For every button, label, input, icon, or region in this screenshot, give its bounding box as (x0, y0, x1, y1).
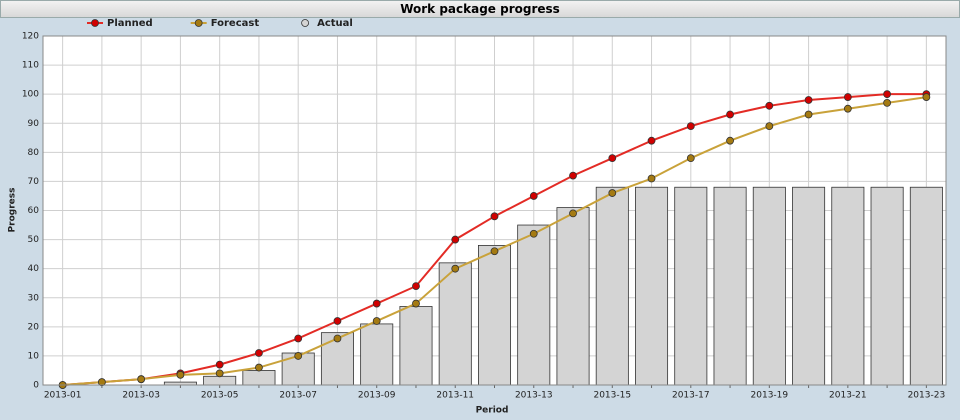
x-tick-label: 2013-21 (829, 391, 867, 401)
y-tick-label: 110 (22, 61, 39, 71)
point (922, 93, 931, 101)
bar (792, 186, 826, 386)
bar (635, 186, 669, 386)
point (765, 122, 774, 131)
x-tick-label: 2013-11 (436, 391, 474, 401)
legend-marker (91, 19, 99, 27)
y-tick-label: 80 (28, 148, 40, 158)
legend-label: Forecast (211, 18, 260, 29)
y-tick-label: 60 (28, 206, 40, 216)
bar (909, 186, 943, 386)
point (372, 317, 381, 325)
point (451, 264, 460, 273)
point (372, 299, 381, 308)
point (255, 363, 263, 372)
point (569, 209, 577, 218)
point (333, 334, 342, 343)
point (883, 90, 892, 99)
y-tick-label: 100 (22, 90, 39, 100)
point (255, 349, 263, 357)
y-axis-label: Progress (8, 188, 18, 233)
x-tick-label: 2013-19 (751, 391, 789, 401)
bar (438, 262, 472, 386)
point (804, 110, 813, 119)
bar (831, 186, 865, 386)
bar (752, 186, 786, 386)
legend-marker (194, 19, 203, 27)
point (804, 96, 813, 104)
point (883, 98, 892, 107)
y-tick-label: 90 (28, 119, 40, 129)
bar (556, 207, 590, 386)
y-tick-label: 50 (28, 235, 40, 245)
y-tick-label: 20 (28, 322, 40, 332)
x-tick-label: 2013-03 (122, 391, 160, 401)
bar (674, 186, 708, 386)
bar (399, 306, 433, 386)
plot-frame (42, 35, 947, 386)
x-tick-label: 2013-05 (201, 391, 239, 401)
point (215, 369, 224, 378)
legend-label: Actual (317, 18, 353, 29)
point (412, 299, 420, 308)
point (529, 229, 538, 238)
y-tick-label: 0 (33, 381, 39, 391)
legend-marker (301, 19, 310, 27)
legend-label: Planned (107, 18, 153, 29)
x-tick-label: 2013-01 (44, 391, 82, 401)
point (686, 122, 695, 131)
bar (203, 375, 237, 386)
point (647, 136, 656, 145)
x-tick-label: 2013-23 (908, 391, 946, 401)
bar (360, 323, 394, 386)
y-tick-label: 70 (28, 177, 40, 187)
bar (595, 186, 629, 386)
bar (242, 370, 276, 386)
x-axis-label: Period (476, 406, 509, 416)
bar (478, 244, 511, 386)
x-tick-label: 2013-17 (672, 391, 710, 401)
point (294, 334, 303, 343)
point (726, 136, 734, 145)
point (333, 317, 342, 325)
x-tick-label: 2013-07 (279, 391, 317, 401)
bar (517, 224, 551, 386)
y-tick-label: 30 (28, 293, 40, 303)
point (215, 360, 224, 369)
point (490, 212, 499, 221)
point (686, 154, 695, 163)
point (608, 189, 617, 197)
point (412, 282, 420, 291)
point (726, 110, 734, 119)
point (529, 192, 538, 200)
chart-title: Work package progress (0, 0, 960, 18)
x-tick-label: 2013-09 (358, 391, 396, 401)
point (647, 174, 656, 183)
point (490, 247, 499, 256)
point (137, 375, 146, 384)
point (843, 93, 852, 101)
point (843, 104, 852, 113)
x-tick-label: 2013-13 (515, 391, 553, 401)
y-tick-label: 120 (22, 32, 39, 42)
bar (713, 186, 747, 386)
y-tick-label: 10 (28, 351, 40, 361)
point (176, 370, 185, 379)
point (97, 378, 106, 386)
point (569, 171, 577, 180)
bar (870, 186, 904, 386)
x-tick-label: 2013-15 (593, 391, 631, 401)
point (765, 101, 774, 110)
y-tick-label: 40 (28, 264, 40, 274)
point (608, 154, 617, 163)
point (451, 235, 460, 244)
point (294, 352, 303, 360)
